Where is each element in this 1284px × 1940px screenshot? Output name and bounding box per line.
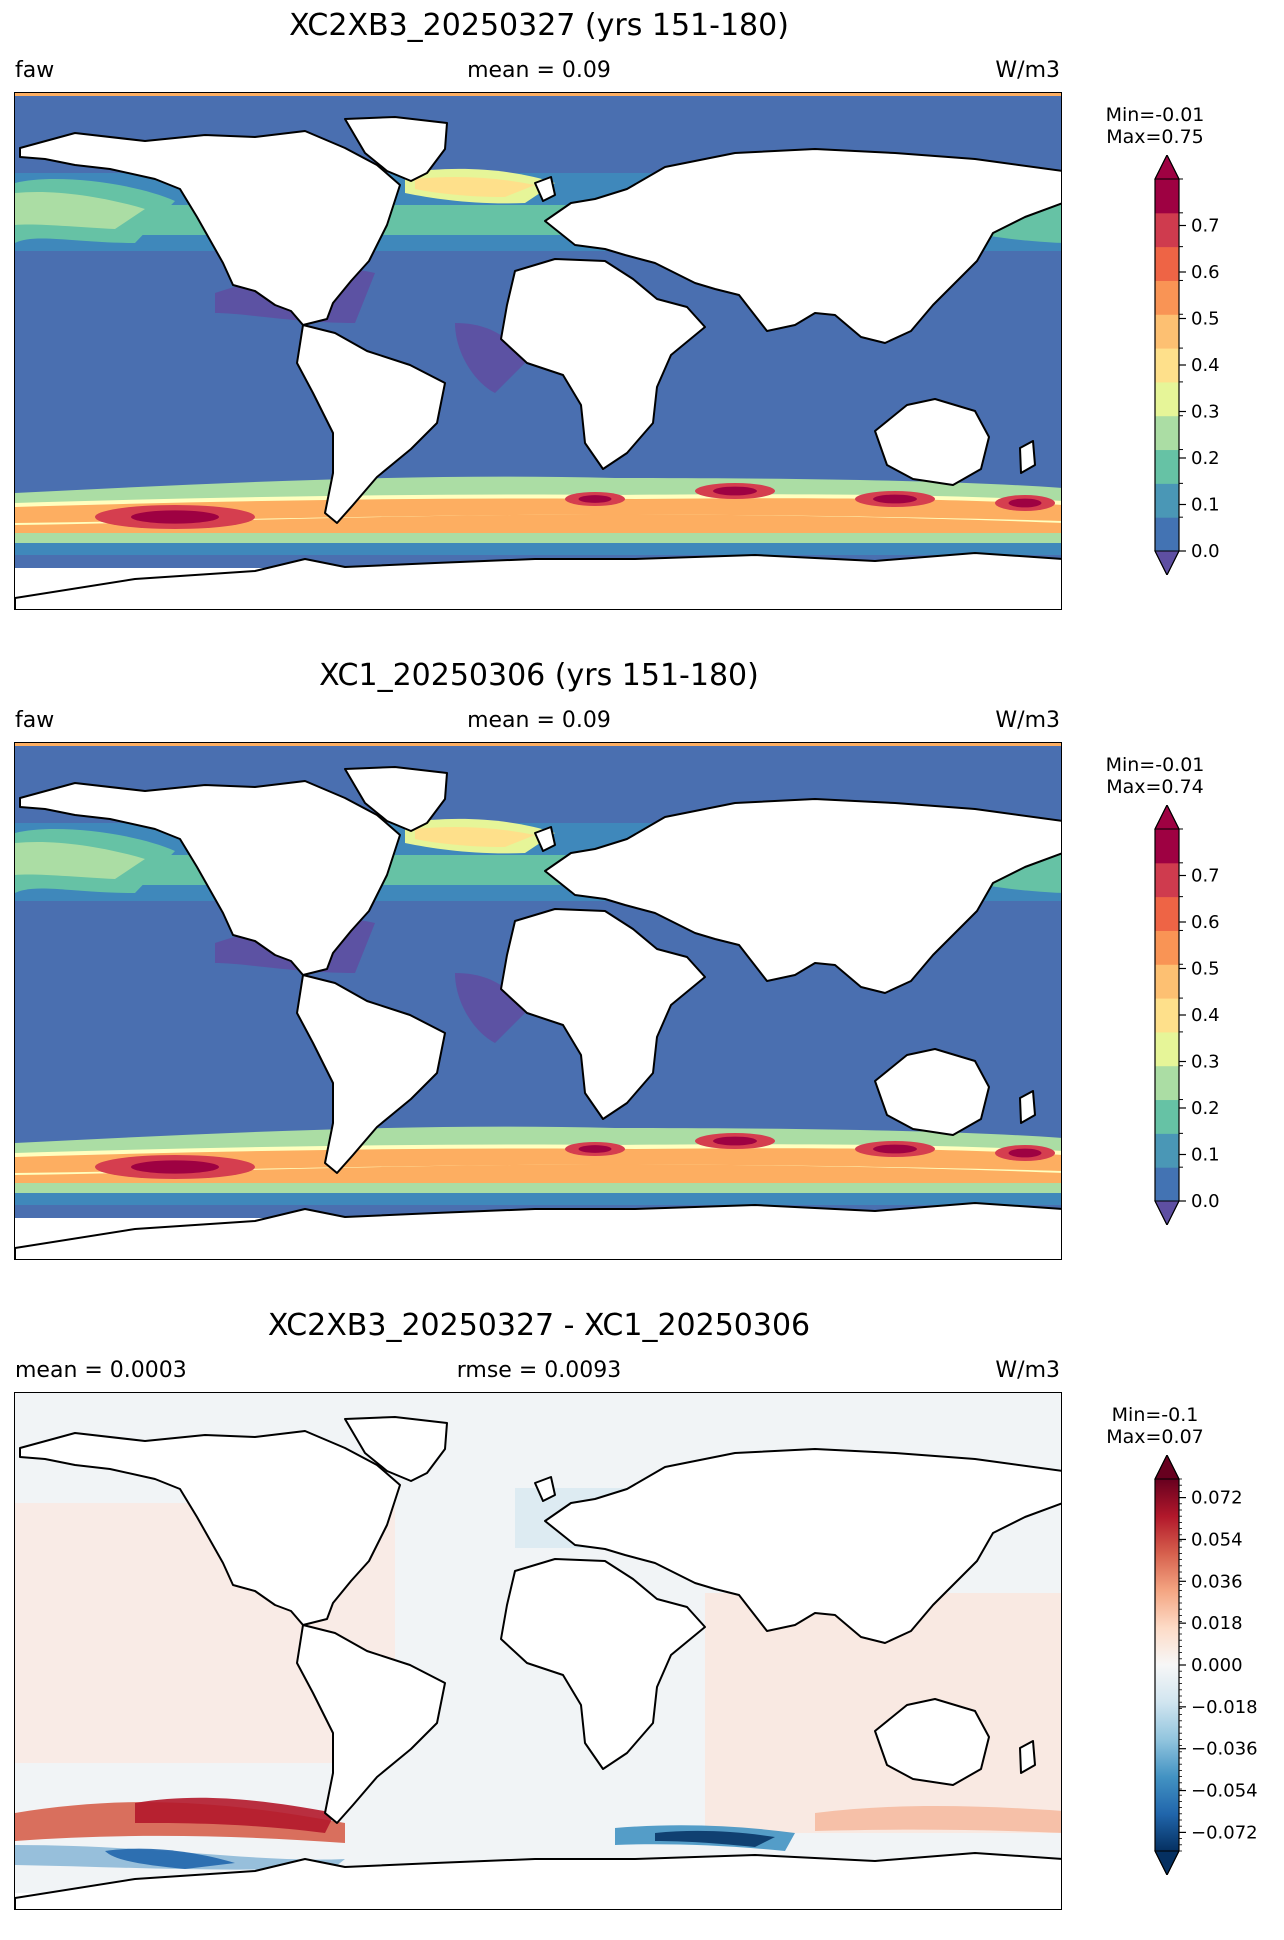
colorbar-tick-label: −0.054 xyxy=(1191,1781,1258,1802)
colorbar: 0.0 0.1 0.2 0.3 0.4 0.5 0.6 0.7 xyxy=(1154,805,1220,1225)
colorbar-tick-label: 0.000 xyxy=(1191,1655,1243,1676)
colorbar-tick-label: 0.6 xyxy=(1191,262,1220,283)
colorbar-tick-label: 0.5 xyxy=(1191,309,1220,330)
mean-label: mean = 0.09 xyxy=(467,708,611,733)
units-label: W/m3 xyxy=(995,708,1060,733)
colorbar-tick-label: 0.018 xyxy=(1191,1613,1243,1634)
min-max-text: Min=-0.01 Max=0.74 xyxy=(1095,754,1215,798)
colorbar-tick-label: 0.2 xyxy=(1191,1098,1220,1119)
colorbar-tick-label: −0.018 xyxy=(1191,1697,1258,1718)
colorbar-tick-label: 0.3 xyxy=(1191,402,1220,423)
colorbar-tick-label: 0.4 xyxy=(1191,1005,1220,1026)
colorbar-tick-label: 0.2 xyxy=(1191,448,1220,469)
units-label: W/m3 xyxy=(995,58,1060,83)
max-value: Max=0.75 xyxy=(1106,126,1204,148)
world-map xyxy=(14,1392,1062,1910)
min-max-text: Min=-0.01 Max=0.75 xyxy=(1095,104,1215,148)
rmse-label: rmse = 0.0093 xyxy=(456,1358,622,1383)
units-label: W/m3 xyxy=(995,1358,1060,1383)
max-value: Max=0.07 xyxy=(1106,1426,1204,1448)
variable-label: faw xyxy=(15,708,55,733)
world-map xyxy=(14,742,1062,1260)
diff-mean-label: mean = 0.0003 xyxy=(15,1358,187,1383)
colorbar-tick-label: 0.7 xyxy=(1191,216,1220,237)
mean-label: mean = 0.09 xyxy=(467,58,611,83)
colorbar: 0.0 0.1 0.2 0.3 0.4 0.5 0.6 0.7 xyxy=(1154,155,1220,575)
colorbar-tick-label: 0.4 xyxy=(1191,355,1220,376)
world-map xyxy=(14,92,1062,610)
panel-model-a: XC2XB3_20250327 (yrs 151-180) faw mean =… xyxy=(0,0,1284,640)
colorbar-tick-label: −0.036 xyxy=(1191,1739,1258,1760)
colorbar-tick-label: 0.1 xyxy=(1191,1145,1220,1166)
colorbar-tick-label: 0.1 xyxy=(1191,495,1220,516)
max-value: Max=0.74 xyxy=(1106,776,1204,798)
colorbar-tick-label: 0.3 xyxy=(1191,1052,1220,1073)
colorbar-tick-label: 0.6 xyxy=(1191,912,1220,933)
panel-title: XC2XB3_20250327 (yrs 151-180) xyxy=(289,8,789,43)
colorbar-tick-label: 0.7 xyxy=(1191,866,1220,887)
colorbar-tick-label: 0.072 xyxy=(1191,1488,1243,1509)
panel-model-b: XC1_20250306 (yrs 151-180) faw mean = 0.… xyxy=(0,650,1284,1290)
min-value: Min=-0.01 xyxy=(1105,104,1205,126)
min-value: Min=-0.1 xyxy=(1111,1404,1199,1426)
panel-title: XC2XB3_20250327 - XC1_20250306 xyxy=(267,1308,811,1343)
panel-difference: XC2XB3_20250327 - XC1_20250306 mean = 0.… xyxy=(0,1300,1284,1940)
colorbar-tick-label: 0.0 xyxy=(1191,1191,1220,1212)
panel-title: XC1_20250306 (yrs 151-180) xyxy=(319,658,759,693)
colorbar-tick-label: 0.036 xyxy=(1191,1571,1243,1592)
min-value: Min=-0.01 xyxy=(1105,754,1205,776)
colorbar-tick-label: −0.072 xyxy=(1191,1822,1258,1843)
colorbar: −0.072 −0.054 −0.036 −0.018 0.000 0.018 0.036 0… xyxy=(1154,1455,1258,1875)
colorbar-tick-label: 0.0 xyxy=(1191,541,1220,562)
variable-label: faw xyxy=(15,58,55,83)
colorbar-tick-label: 0.5 xyxy=(1191,959,1220,980)
min-max-text: Min=-0.1 Max=0.07 xyxy=(1095,1404,1215,1448)
colorbar-tick-label: 0.054 xyxy=(1191,1529,1243,1550)
